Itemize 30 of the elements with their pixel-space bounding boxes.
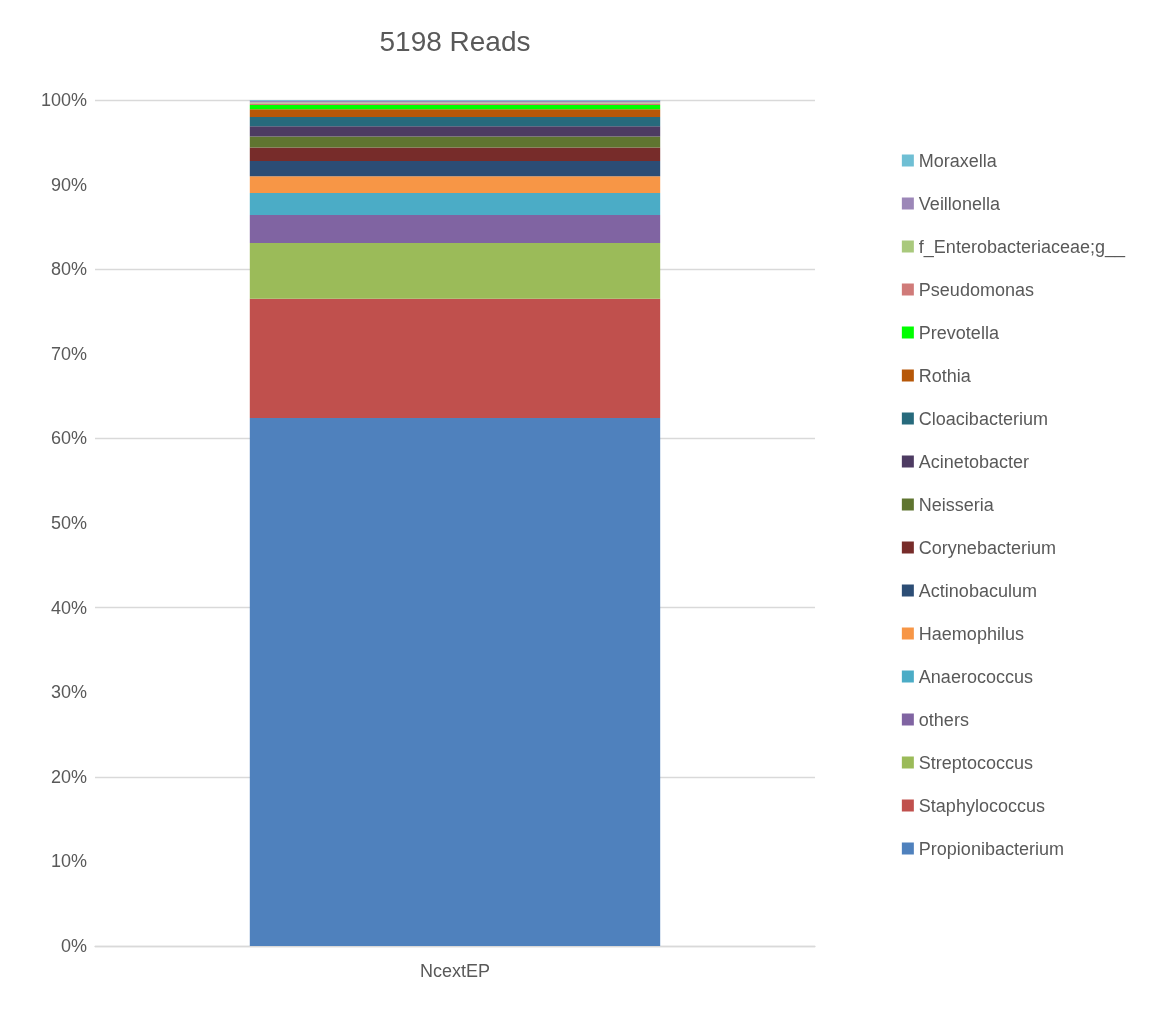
legend-label: Haemophilus [918,623,1024,644]
legend-label: Acinetobacter [918,451,1029,472]
legend-label: Propionibacterium [918,838,1064,859]
legend-label: Veillonella [918,193,1001,214]
y-tick-label: 0% [60,936,87,956]
legend-label: Streptococcus [918,752,1033,773]
y-tick-label: 90% [50,174,87,195]
legend-label: others [918,709,969,730]
y-tick-label: 30% [50,682,87,703]
y-tick-label: 60% [50,428,87,449]
y-tick-label: 50% [50,513,87,533]
legend-label: Moraxella [918,150,998,171]
legend-label: Actinobaculum [918,580,1037,601]
legend-label: Corynebacterium [918,537,1056,558]
y-tick-label: 40% [50,597,87,618]
legend-label: Cloacibacterium [918,408,1048,429]
y-tick-label: 20% [50,766,87,787]
chart-title: 5198 Reads [379,25,531,57]
legend-label: Neisseria [918,494,995,515]
legend-label: Prevotella [918,322,1000,343]
legend-label: f_Enterobacteriaceae;g__ [918,236,1126,258]
y-tick-label: 80% [50,259,87,280]
legend-label: Rothia [918,365,972,386]
legend-label: Pseudomonas [918,279,1034,300]
legend-label: Anaerococcus [918,666,1033,687]
y-tick-label: 10% [50,851,87,872]
legend-label: Staphylococcus [918,795,1045,816]
x-tick-label: NcextEP [419,961,491,981]
y-tick-label: 70% [50,343,87,364]
y-tick-label: 100% [40,90,87,110]
